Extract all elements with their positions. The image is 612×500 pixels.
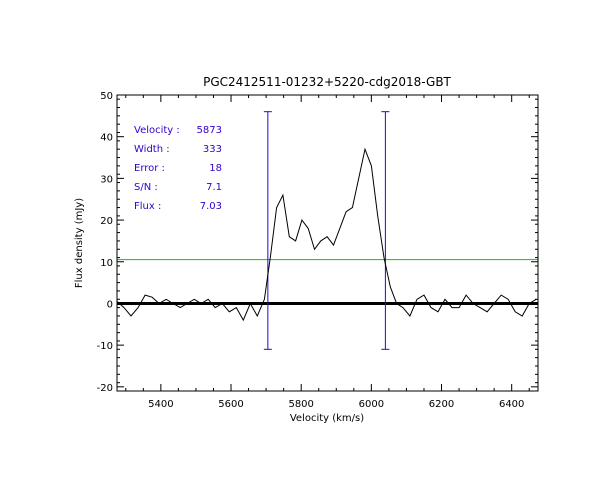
annotation-value: 333 bbox=[203, 144, 222, 155]
annotation-value: 18 bbox=[209, 163, 222, 174]
x-tick-label: 5800 bbox=[288, 399, 313, 410]
annotation-label: Velocity : bbox=[134, 125, 180, 136]
axes-layer bbox=[116, 94, 539, 392]
reference-line-layer bbox=[117, 111, 538, 350]
x-tick-label: 6400 bbox=[499, 399, 524, 410]
annotation-value: 7.03 bbox=[200, 201, 222, 212]
y-tick-label: -20 bbox=[97, 383, 113, 394]
series-layer bbox=[116, 147, 537, 322]
y-axis-label: Flux density (mJy) bbox=[74, 198, 85, 288]
y-tick-label: 50 bbox=[100, 91, 113, 102]
y-tick-label: 40 bbox=[100, 133, 113, 144]
y-tick-label: -10 bbox=[97, 341, 113, 352]
annotation-label: Flux : bbox=[134, 201, 161, 212]
y-tick-label: 10 bbox=[100, 258, 113, 269]
tick-layer: 5400 5600 5800 6000 6200 6400 -20 -10 0 10 20 30 40 5… bbox=[97, 91, 538, 410]
x-tick-label: 6000 bbox=[359, 399, 384, 410]
x-tick-label: 6200 bbox=[429, 399, 454, 410]
y-tick-label: 20 bbox=[100, 216, 113, 227]
annotation-layer: Velocity : 5873 Width : 333 Error : 18 S/N : 7.… bbox=[134, 125, 222, 212]
annotation-label: S/N : bbox=[134, 182, 158, 193]
annotation-label: Width : bbox=[134, 144, 170, 155]
x-axis-label: Velocity (km/s) bbox=[290, 413, 364, 424]
plot-frame bbox=[116, 94, 539, 392]
annotation-value: 5873 bbox=[197, 125, 222, 136]
x-tick-label: 5600 bbox=[218, 399, 243, 410]
x-tick-label: 5400 bbox=[148, 399, 173, 410]
chart-title: PGC2412511-01232+5220-cdg2018-GBT bbox=[203, 75, 451, 89]
annotation-value: 7.1 bbox=[206, 182, 222, 193]
y-tick-label: 0 bbox=[107, 299, 113, 310]
annotation-label: Error : bbox=[134, 163, 165, 174]
y-tick-label: 30 bbox=[100, 174, 113, 185]
spectrum-line bbox=[116, 147, 537, 322]
